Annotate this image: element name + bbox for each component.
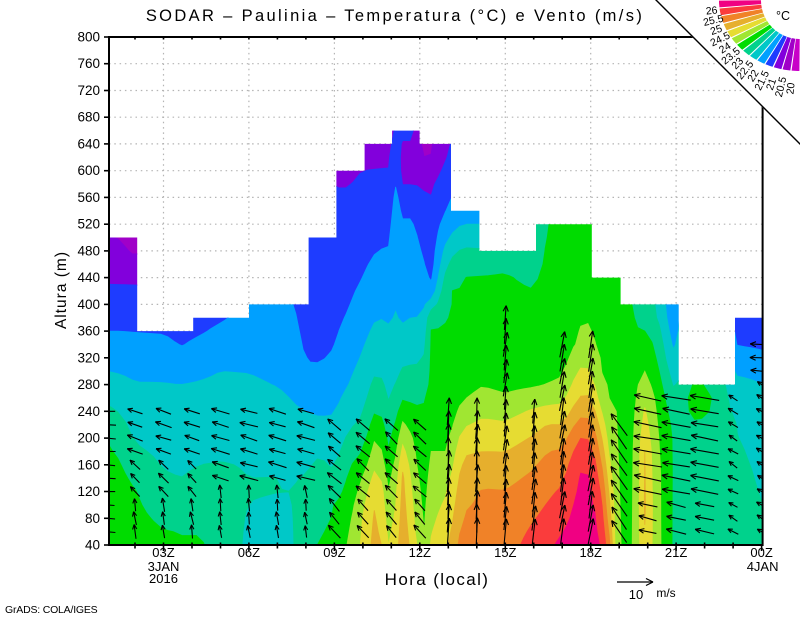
svg-text:720: 720: [77, 83, 100, 98]
svg-text:360: 360: [77, 324, 100, 339]
svg-text:10: 10: [629, 587, 643, 602]
svg-text:00Z: 00Z: [750, 545, 772, 560]
svg-text:2016: 2016: [149, 571, 178, 586]
svg-text:600: 600: [77, 163, 100, 178]
svg-text:80: 80: [85, 511, 100, 526]
svg-text:18Z: 18Z: [579, 545, 601, 560]
svg-text:3JAN: 3JAN: [148, 559, 180, 574]
svg-text:22: 22: [745, 68, 761, 84]
svg-text:25.5: 25.5: [702, 13, 725, 29]
svg-text:160: 160: [77, 457, 100, 472]
svg-text:GrADS: COLA/IGES: GrADS: COLA/IGES: [5, 604, 98, 616]
svg-text:760: 760: [77, 56, 100, 71]
svg-text:280: 280: [77, 377, 100, 392]
svg-text:21Z: 21Z: [665, 545, 687, 560]
svg-text:m/s: m/s: [656, 586, 675, 600]
svg-text:120: 120: [77, 484, 100, 499]
svg-text:440: 440: [77, 270, 100, 285]
svg-text:680: 680: [77, 110, 100, 125]
svg-text:24: 24: [717, 40, 733, 56]
svg-text:4JAN: 4JAN: [747, 559, 779, 574]
svg-text:Hora (local): Hora (local): [385, 570, 490, 589]
svg-text:800: 800: [77, 30, 100, 45]
svg-text:20: 20: [784, 82, 797, 95]
svg-text:640: 640: [77, 136, 100, 151]
svg-text:06Z: 06Z: [238, 545, 260, 560]
svg-text:400: 400: [77, 297, 100, 312]
svg-text:15Z: 15Z: [494, 545, 516, 560]
svg-text:520: 520: [77, 217, 100, 232]
svg-text:320: 320: [77, 350, 100, 365]
svg-text:09Z: 09Z: [323, 545, 345, 560]
svg-text:20.5: 20.5: [773, 76, 789, 99]
svg-text:560: 560: [77, 190, 100, 205]
svg-text:25: 25: [709, 23, 724, 38]
svg-text:480: 480: [77, 243, 100, 258]
svg-text:°C: °C: [776, 9, 790, 23]
svg-text:40: 40: [85, 538, 100, 553]
svg-text:26: 26: [705, 4, 718, 17]
svg-text:12Z: 12Z: [409, 545, 431, 560]
svg-text:Altura (m): Altura (m): [53, 251, 70, 329]
svg-text:21: 21: [764, 77, 779, 92]
svg-text:03Z: 03Z: [152, 545, 174, 560]
svg-text:SODAR – Paulinia – Temperatura: SODAR – Paulinia – Temperatura (°C) e Ve…: [146, 7, 644, 25]
svg-text:200: 200: [77, 431, 100, 446]
svg-text:240: 240: [77, 404, 100, 419]
